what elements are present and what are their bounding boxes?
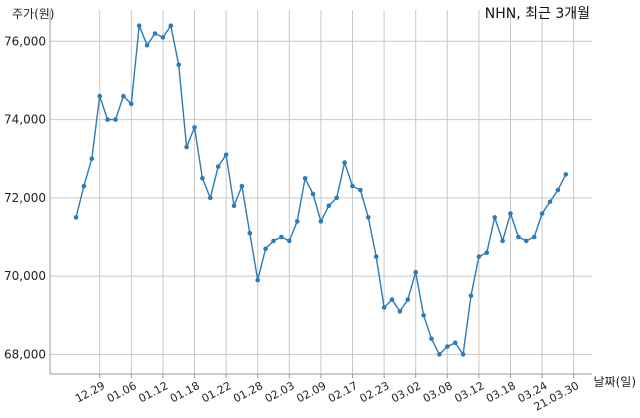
- data-point: [176, 62, 181, 68]
- x-tick-label: 01.18: [168, 379, 202, 405]
- data-point: [129, 101, 134, 107]
- grid: [50, 10, 592, 374]
- data-point: [113, 117, 118, 122]
- x-tick-label: 03.02: [389, 379, 423, 405]
- data-point: [302, 176, 308, 181]
- data-point: [539, 211, 545, 216]
- x-tick-label: 03.12: [452, 379, 486, 405]
- y-tick-label: 68,000: [4, 347, 46, 361]
- data-point: [445, 344, 450, 349]
- x-tick-label: 03.18: [484, 379, 518, 405]
- data-point: [492, 215, 498, 220]
- data-point: [421, 313, 426, 318]
- data-point: [168, 23, 174, 29]
- data-point: [239, 183, 245, 189]
- data-point: [73, 215, 79, 220]
- data-point: [413, 269, 419, 275]
- data-point: [350, 183, 355, 189]
- data-point: [389, 297, 395, 302]
- data-point: [381, 305, 387, 310]
- series: [73, 23, 569, 357]
- x-tick-label: 01.12: [136, 379, 170, 405]
- data-point: [366, 215, 371, 220]
- data-point: [476, 254, 482, 259]
- data-point: [160, 35, 166, 40]
- data-point: [184, 144, 189, 150]
- data-point: [271, 238, 276, 244]
- x-tick-label: 01.22: [200, 379, 234, 405]
- data-point: [563, 172, 569, 177]
- data-point: [358, 187, 363, 193]
- data-point: [215, 164, 221, 169]
- data-point: [452, 340, 458, 346]
- data-point: [405, 297, 411, 302]
- data-point: [144, 42, 150, 48]
- data-point: [500, 238, 505, 244]
- data-point: [255, 277, 260, 283]
- data-point: [136, 23, 142, 29]
- data-point: [200, 176, 205, 181]
- data-point: [121, 93, 126, 99]
- data-point: [555, 187, 561, 193]
- axes: 68,000 70,000 72,000 74,000 76,000 12.2901.06…: [4, 10, 592, 414]
- chart-title: NHN, 최근 3개월: [485, 6, 590, 22]
- data-point: [468, 293, 474, 299]
- data-point: [263, 246, 268, 252]
- y-axis-title: 주가(원): [12, 7, 54, 21]
- data-point: [208, 195, 213, 201]
- data-point: [152, 31, 158, 36]
- data-point: [279, 234, 284, 240]
- x-tick-label: 02.23: [358, 379, 392, 405]
- x-tick-label: 02.03: [263, 379, 297, 405]
- data-point: [429, 336, 434, 342]
- y-tick-label: 70,000: [4, 269, 46, 283]
- data-point: [223, 152, 229, 158]
- data-point: [547, 199, 553, 205]
- data-point: [524, 238, 529, 244]
- data-point: [97, 93, 102, 99]
- data-point: [318, 219, 324, 224]
- y-tick-label: 72,000: [4, 191, 46, 205]
- x-tick-label: 12.29: [73, 379, 107, 405]
- data-point: [105, 117, 110, 122]
- data-point: [247, 230, 253, 236]
- data-point: [192, 125, 197, 130]
- data-point: [294, 219, 300, 224]
- x-tick-label: 01.28: [231, 379, 265, 405]
- data-point: [334, 195, 340, 201]
- data-point: [287, 238, 292, 244]
- data-point: [516, 234, 521, 240]
- data-point: [81, 183, 87, 189]
- y-tick-label: 76,000: [4, 34, 46, 48]
- x-axis-title: 날짜(일): [594, 375, 636, 389]
- data-point: [342, 160, 347, 165]
- data-point: [373, 254, 379, 259]
- data-point: [531, 234, 537, 240]
- data-point: [460, 352, 466, 357]
- y-tick-label: 74,000: [4, 113, 46, 127]
- data-point: [310, 191, 316, 197]
- data-point: [484, 250, 490, 255]
- data-point: [231, 203, 237, 208]
- data-point: [89, 156, 95, 161]
- x-tick-label: 01.06: [105, 379, 139, 405]
- data-point: [397, 309, 403, 314]
- x-tick-label: 02.09: [294, 379, 328, 405]
- data-point: [508, 211, 513, 216]
- x-tick-label: 03.08: [421, 379, 455, 405]
- x-tick-label: 02.17: [326, 379, 360, 405]
- data-point: [326, 203, 332, 208]
- data-point: [437, 352, 442, 357]
